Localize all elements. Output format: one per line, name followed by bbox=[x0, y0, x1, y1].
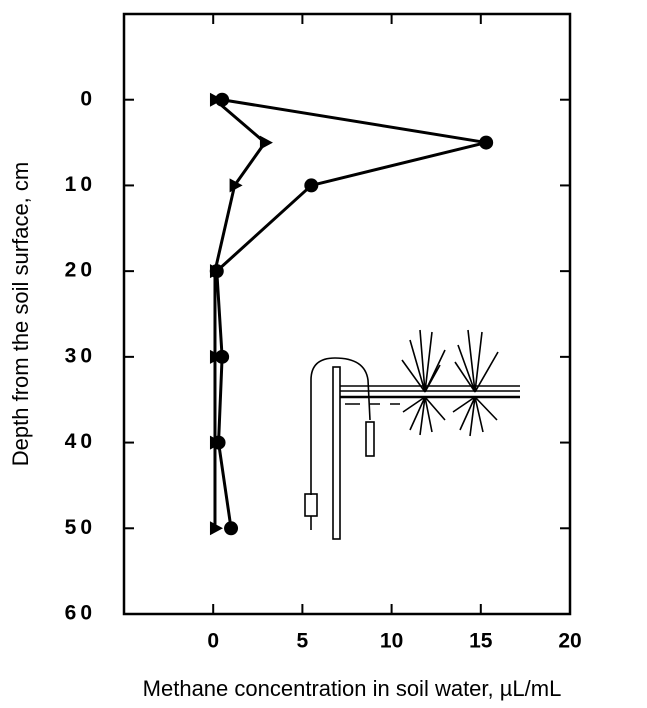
point bbox=[260, 136, 273, 150]
x-tick-label: 5 bbox=[297, 630, 309, 653]
y-tick-label: 40 bbox=[65, 430, 96, 453]
y-tick-label: 0 bbox=[80, 87, 96, 110]
x-tick-label: 20 bbox=[558, 630, 581, 653]
series-line bbox=[217, 100, 486, 529]
point bbox=[230, 178, 243, 192]
point bbox=[304, 178, 318, 192]
y-axis-label: Depth from the soil surface, cm bbox=[8, 162, 33, 466]
point bbox=[479, 136, 493, 150]
y-tick-label: 10 bbox=[65, 173, 96, 196]
x-tick-label: 15 bbox=[469, 630, 493, 653]
point bbox=[224, 521, 238, 535]
y-tick-label: 30 bbox=[65, 344, 96, 367]
x-tick-label: 10 bbox=[380, 630, 403, 653]
plot-frame bbox=[124, 14, 570, 614]
inset-illustration bbox=[305, 330, 520, 539]
chart: Methane concentration in soil water, µL/… bbox=[0, 0, 647, 708]
x-axis-label: Methane concentration in soil water, µL/… bbox=[143, 676, 562, 701]
y-tick-label: 60 bbox=[65, 602, 96, 625]
y-tick-label: 20 bbox=[65, 259, 96, 282]
x-tick-label: 0 bbox=[207, 630, 219, 653]
y-tick-label: 50 bbox=[65, 516, 96, 539]
